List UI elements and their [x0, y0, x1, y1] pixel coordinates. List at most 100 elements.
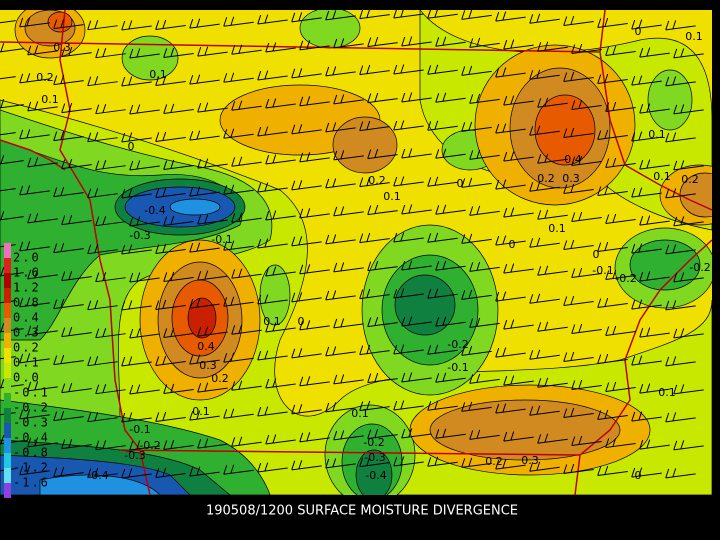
- wind-barb: [163, 47, 194, 58]
- wind-barb: [231, 44, 262, 55]
- wind-barb: [197, 438, 228, 449]
- wind-barb: [197, 102, 228, 113]
- wind-barb: [359, 400, 390, 412]
- wind-barb: [333, 94, 364, 105]
- contour-label: 0.4: [564, 153, 582, 166]
- contour-label: -0.2: [139, 439, 160, 452]
- legend-label: 1.6: [13, 266, 41, 280]
- wind-barb: [223, 128, 254, 139]
- wind-barb: [53, 130, 84, 142]
- wind-barb: [61, 158, 92, 170]
- wind-barb: [0, 43, 24, 53]
- wind-barb: [27, 437, 58, 448]
- wind-barb: [461, 121, 492, 132]
- wind-barb: [563, 127, 594, 138]
- wind-barb: [223, 72, 254, 83]
- wind-barb: [291, 404, 322, 415]
- wind-barb: [673, 384, 704, 395]
- wind-barb: [495, 347, 526, 358]
- wind-barb: [537, 209, 568, 220]
- wind-barb: [427, 64, 458, 75]
- contour-label: 0: [509, 238, 516, 251]
- legend-swatch: [4, 303, 11, 318]
- wind-barb: [401, 428, 432, 439]
- wind-barb: [223, 184, 254, 195]
- wind-barb: [673, 48, 704, 59]
- wind-barb: [529, 13, 560, 24]
- wind-barb: [597, 185, 628, 197]
- wind-barb: [163, 383, 194, 394]
- contour-label: 0.3: [562, 172, 580, 185]
- wind-barb: [0, 99, 24, 109]
- wind-barb: [53, 354, 84, 366]
- wind-barb: [537, 153, 568, 164]
- contour-label: 0.3: [521, 454, 539, 467]
- wind-barb: [529, 461, 560, 472]
- wind-barb: [639, 383, 670, 394]
- wind-barb: [61, 270, 92, 282]
- wind-barb: [435, 204, 466, 215]
- wind-barb: [27, 101, 58, 112]
- wind-barb: [639, 47, 670, 58]
- wind-barb: [163, 103, 194, 114]
- wind-barb: [87, 244, 118, 255]
- wind-barb: [461, 289, 492, 300]
- wind-barb: [87, 132, 118, 143]
- contour-label: -0.2: [689, 261, 710, 274]
- wind-barb: [299, 264, 330, 275]
- wind-barb: [19, 129, 50, 140]
- zone: [47, 11, 73, 33]
- map-title: 190508/1200 SURFACE MOISTURE DIVERGENCE: [206, 504, 518, 519]
- wind-barb: [19, 17, 50, 28]
- wind-barb: [571, 99, 602, 110]
- wind-barb: [87, 412, 118, 423]
- wind-barb: [299, 432, 330, 443]
- wind-barb: [121, 244, 152, 255]
- wind-barb: [529, 181, 560, 192]
- wind-barb: [121, 188, 152, 199]
- wind-barb: [469, 373, 500, 384]
- wind-barb: [19, 73, 50, 84]
- wind-barb: [0, 20, 16, 24]
- wind-barb: [155, 75, 186, 86]
- wind-barb: [631, 75, 662, 86]
- contour-label: 0.2: [537, 172, 555, 185]
- wind-barb: [367, 36, 398, 48]
- legend-label: -1.2: [13, 461, 50, 475]
- wind-barb: [27, 157, 58, 168]
- contour-label: 0.2: [36, 71, 54, 84]
- wind-barb: [639, 215, 670, 226]
- wind-barb: [529, 237, 560, 248]
- wind-barb: [631, 131, 662, 142]
- wind-barb: [189, 298, 220, 309]
- legend-swatch: [4, 438, 11, 453]
- wind-barb: [257, 70, 288, 81]
- legend-swatch: [4, 333, 11, 348]
- contour-label: -0.2: [615, 272, 636, 285]
- legend-label: 0.1: [13, 356, 41, 370]
- wind-barb: [401, 148, 432, 159]
- wind-barb: [129, 216, 160, 227]
- wind-barb: [427, 400, 458, 411]
- wind-barb: [393, 344, 424, 355]
- wind-barb: [265, 434, 296, 445]
- wind-barb: [631, 299, 662, 310]
- wind-barb: [333, 374, 364, 385]
- wind-barb: [495, 235, 526, 246]
- wind-barb: [503, 39, 534, 50]
- wind-barb: [563, 183, 594, 194]
- wind-barb: [435, 36, 466, 47]
- wind-barb: [461, 345, 492, 356]
- contour-label: -0.1: [592, 264, 613, 277]
- wind-barb: [469, 93, 500, 104]
- wind-barb: [563, 463, 594, 474]
- wind-barb: [223, 240, 254, 251]
- wind-barb: [427, 232, 458, 243]
- contour-label: 0.1: [149, 68, 167, 81]
- wind-barb: [333, 430, 364, 441]
- wind-barb: [291, 180, 322, 191]
- border: [119, 449, 581, 456]
- contour-label: 0.1: [648, 128, 666, 141]
- wind-barb: [0, 132, 16, 136]
